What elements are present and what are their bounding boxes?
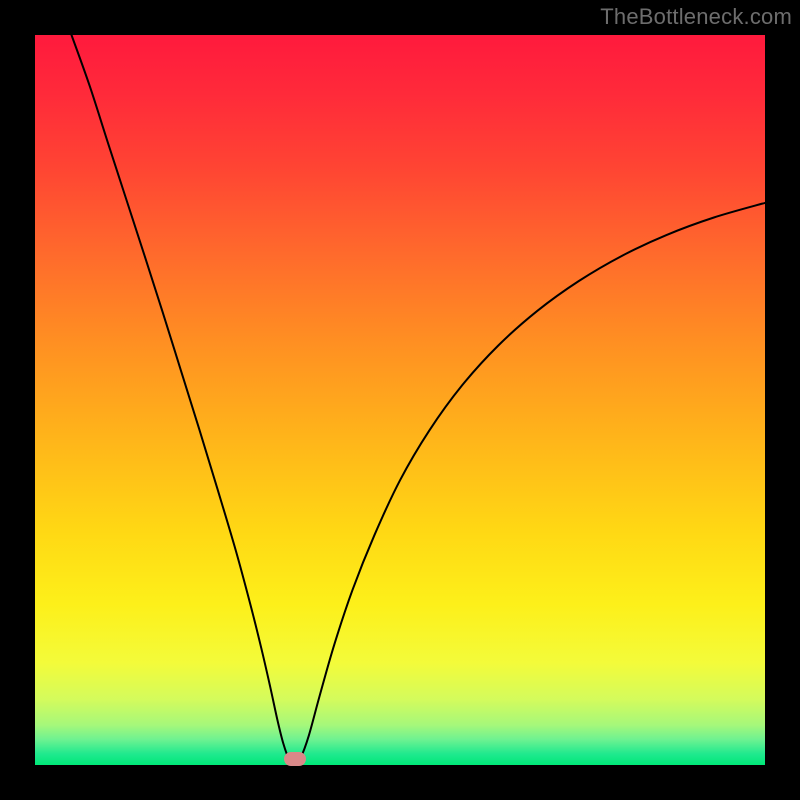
- chart-container: TheBottleneck.com: [0, 0, 800, 800]
- optimal-point-marker: [284, 752, 306, 766]
- plot-area: [35, 35, 765, 765]
- plot-outer: [35, 35, 765, 765]
- chart-svg: [35, 35, 765, 765]
- watermark-text: TheBottleneck.com: [600, 4, 792, 30]
- gradient-background: [35, 35, 765, 765]
